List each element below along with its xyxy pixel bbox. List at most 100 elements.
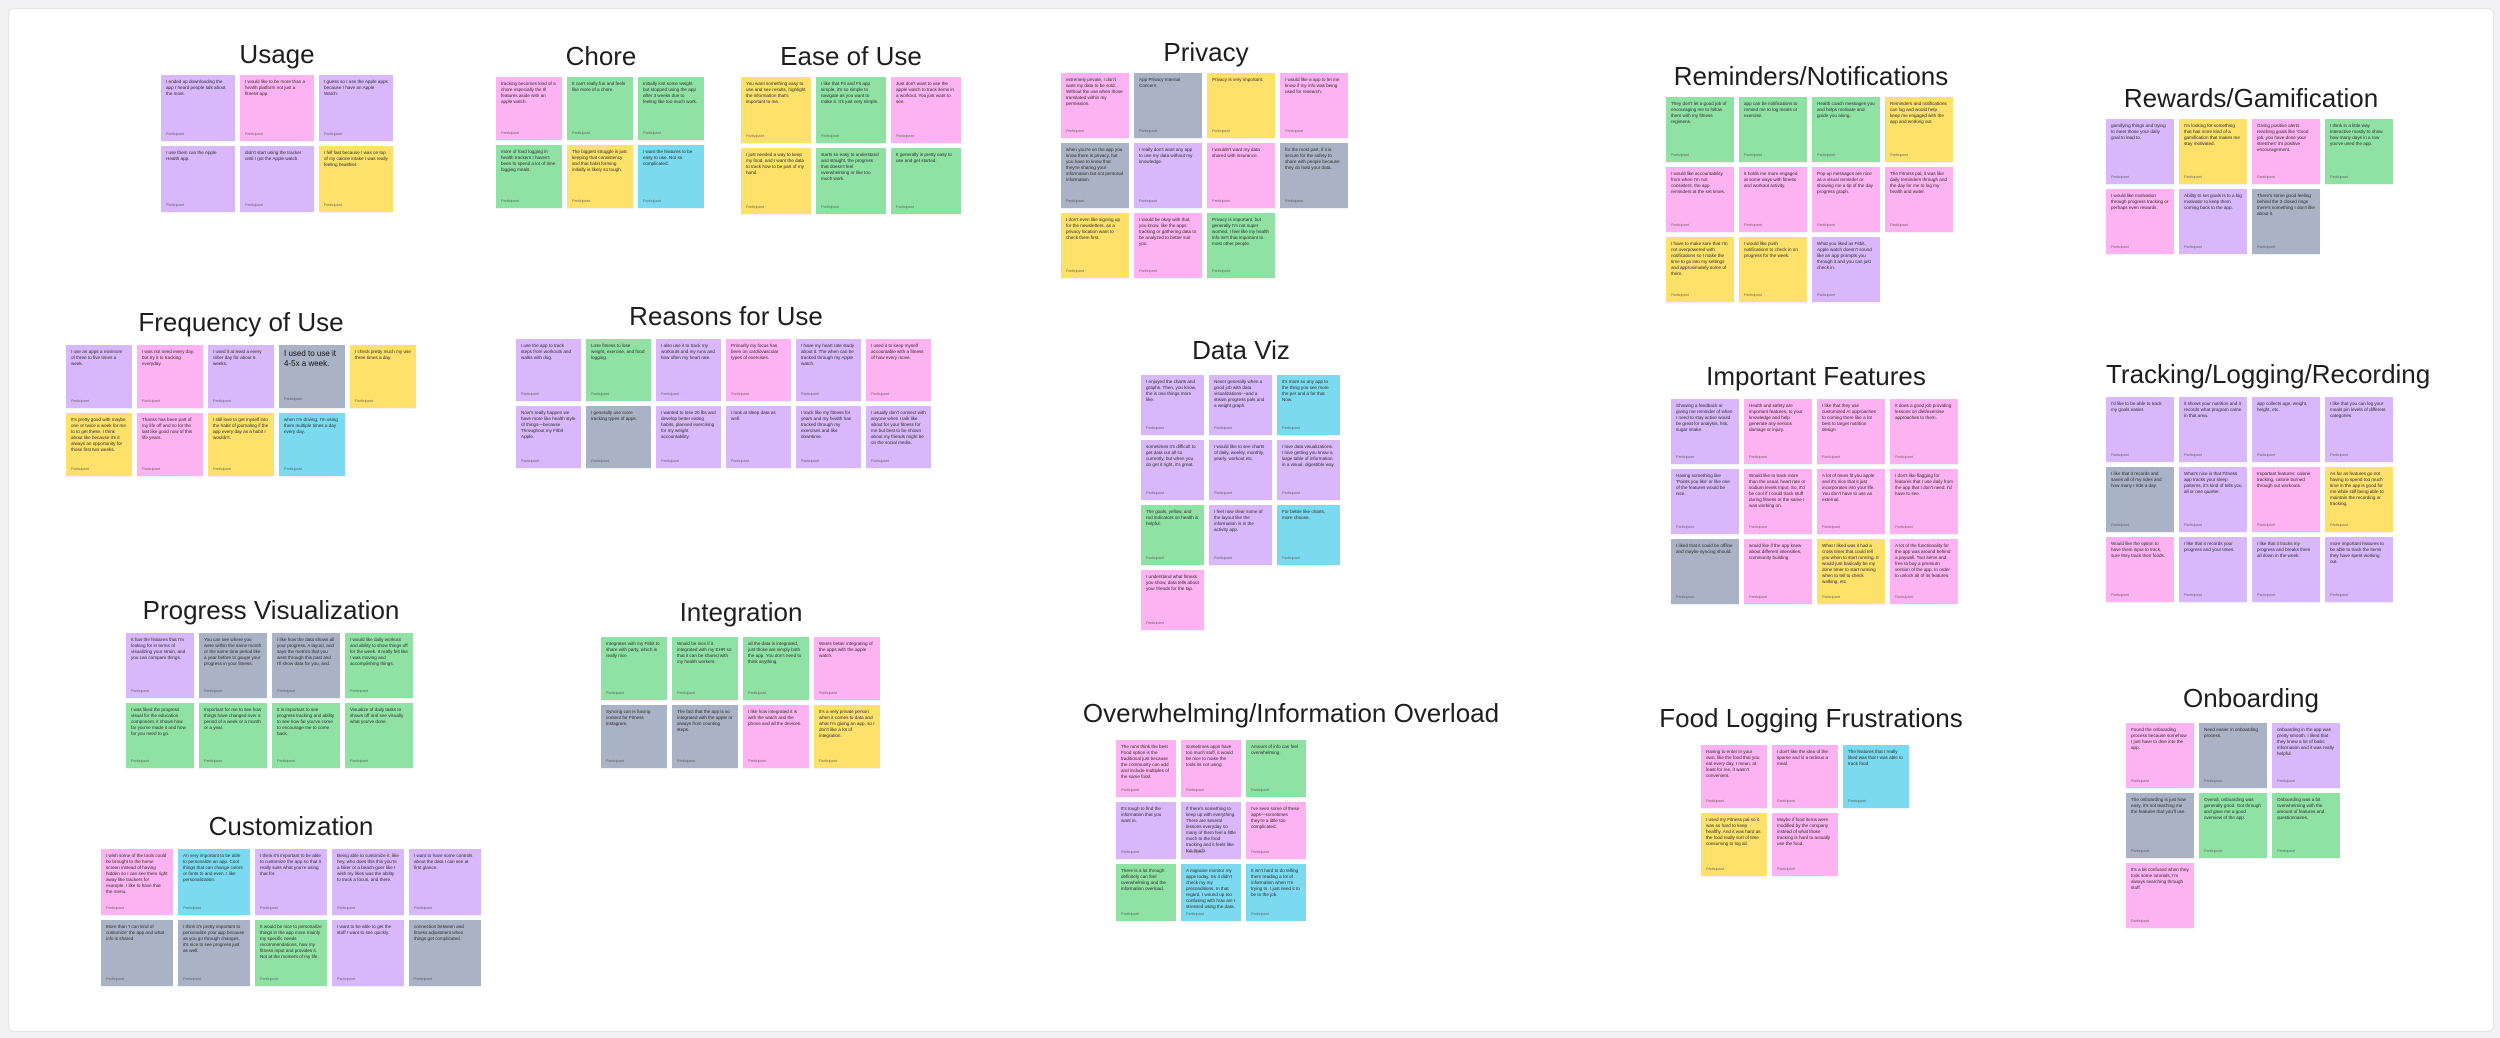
sticky-note[interactable]: Important features: calorie tracking, ca… bbox=[2252, 467, 2320, 532]
sticky-note[interactable]: I understand what fitness you show, data… bbox=[1141, 570, 1204, 630]
cluster-title[interactable]: Frequency of Use bbox=[138, 307, 344, 337]
sticky-note[interactable]: Lose fitness to lose weight, exercise, a… bbox=[586, 339, 651, 401]
sticky-note[interactable]: I like that it records your progress and… bbox=[2179, 537, 2247, 602]
sticky-note[interactable]: I've seen some of these apps—sometimes t… bbox=[1246, 802, 1306, 859]
sticky-note[interactable]: onboarding in the app was pretty smooth.… bbox=[2272, 723, 2340, 788]
sticky-note[interactable]: more important features to be able to tr… bbox=[2325, 537, 2393, 602]
sticky-note[interactable]: Thanks has been part of my life off and … bbox=[137, 413, 203, 476]
sticky-note[interactable]: I don't like the idea of the sparse and … bbox=[1772, 745, 1838, 808]
sticky-note[interactable]: If there's something to keep up with eve… bbox=[1181, 802, 1241, 859]
sticky-note[interactable]: Never generally when a good job with dat… bbox=[1209, 375, 1272, 435]
sticky-note[interactable]: It has the features that I'm looking for… bbox=[126, 633, 194, 698]
sticky-note[interactable]: I feel now clear some of the layout like… bbox=[1209, 505, 1272, 565]
sticky-note[interactable]: I just needed a way to keep my food, and… bbox=[741, 148, 811, 214]
sticky-note[interactable]: I would like motivation through progress… bbox=[2106, 189, 2174, 254]
sticky-note[interactable]: The Fitness pal, it was like daily remin… bbox=[1885, 167, 1953, 232]
sticky-note[interactable]: I used my Fitness pal so it was so hard … bbox=[1701, 813, 1767, 876]
sticky-note[interactable]: Wants better integrating of the apps wit… bbox=[814, 637, 880, 700]
sticky-note[interactable]: Being able to customize it, like hey, wh… bbox=[332, 849, 404, 915]
sticky-note[interactable]: It's a very private person when it comes… bbox=[814, 705, 880, 768]
sticky-note[interactable]: Reminders and notifications can log and … bbox=[1885, 97, 1953, 162]
cluster-title[interactable]: Customization bbox=[208, 811, 374, 841]
sticky-note[interactable]: I would like to be more than a health pl… bbox=[240, 75, 314, 141]
sticky-note[interactable]: There's some good feeling behind the 3 c… bbox=[2252, 189, 2320, 254]
sticky-note[interactable]: Primarily my focus has been on cardiovas… bbox=[726, 339, 791, 401]
sticky-note[interactable]: I want to have some controls about the d… bbox=[409, 849, 481, 915]
sticky-note[interactable]: Visualize of daily tasks to shows off an… bbox=[345, 703, 413, 768]
sticky-note[interactable]: I like that it records and saves all of … bbox=[2106, 467, 2174, 532]
sticky-note[interactable]: I ended up downloading the app I heard p… bbox=[161, 75, 235, 141]
sticky-note[interactable]: for the most part, if it is secure for t… bbox=[1280, 143, 1348, 208]
sticky-note[interactable]: More than 'I can kind of customize' the … bbox=[101, 920, 173, 986]
sticky-note[interactable]: Integrates with my Fitbit to share with … bbox=[601, 637, 667, 700]
sticky-note[interactable]: I check pretty much my use three times a… bbox=[350, 345, 416, 408]
cluster-title[interactable]: Ease of Use bbox=[780, 41, 922, 71]
cluster-title[interactable]: Tracking/Logging/Recording bbox=[2106, 359, 2431, 389]
sticky-note[interactable]: It's tough to find the information that … bbox=[1116, 802, 1176, 859]
sticky-note[interactable]: I have my heart rate study about it. The… bbox=[796, 339, 861, 401]
sticky-note[interactable]: I like that you can log your meals pin l… bbox=[2325, 397, 2393, 462]
sticky-note[interactable]: when I'm driving, I'm using them multipl… bbox=[279, 413, 345, 476]
sticky-note[interactable]: App Privacy Internal Concern. Participant bbox=[1134, 73, 1202, 138]
sticky-note[interactable]: I was not need every day, but try it to … bbox=[137, 345, 203, 408]
sticky-note[interactable]: more of food logging in health trackers … bbox=[496, 145, 562, 208]
sticky-note[interactable]: all the data is integrated, just those a… bbox=[743, 637, 809, 700]
sticky-note[interactable]: Just don't want to use the apple watch t… bbox=[891, 77, 961, 143]
sticky-note[interactable]: I liked that it could be offline and may… bbox=[1671, 539, 1739, 604]
sticky-note[interactable]: I want to be able to get the stuff I wan… bbox=[332, 920, 404, 986]
sticky-note[interactable]: What I liked was it had a cross timer th… bbox=[1817, 539, 1885, 604]
cluster-title[interactable]: Chore bbox=[565, 41, 637, 71]
sticky-note[interactable]: I used it at least a every other day for… bbox=[208, 345, 274, 408]
sticky-note[interactable]: As far as features go not having to spen… bbox=[2325, 467, 2393, 532]
cluster-title[interactable]: Important Features bbox=[1706, 361, 1926, 391]
sticky-note[interactable]: I like that they use customized AI appro… bbox=[1817, 399, 1885, 464]
sticky-note[interactable]: I use an apps a minimum of three to five… bbox=[66, 345, 132, 408]
sticky-note[interactable]: Need easier in onboarding process. Partic… bbox=[2199, 723, 2267, 788]
sticky-note[interactable]: I wouldn't want my data shared with insu… bbox=[1207, 143, 1275, 208]
sticky-note[interactable]: Initially lost some weight but stopped u… bbox=[638, 77, 704, 140]
sticky-note[interactable]: I would like to see charts of daily, wee… bbox=[1209, 440, 1272, 500]
sticky-note[interactable]: A lot of the functionality for the app w… bbox=[1890, 539, 1958, 604]
sticky-note[interactable]: sometimes it's difficult to get data out… bbox=[1141, 440, 1204, 500]
sticky-note[interactable]: Amount of info can feel overwhelming. Par… bbox=[1246, 740, 1306, 797]
sticky-note[interactable]: I like that it tracks my progress and br… bbox=[2252, 537, 2320, 602]
sticky-note[interactable]: I don't even like signing up for the new… bbox=[1061, 213, 1129, 278]
sticky-note[interactable]: Would like the option to have them input… bbox=[2106, 537, 2174, 602]
sticky-note[interactable]: The goals, yellow, and red indicators on… bbox=[1141, 505, 1204, 565]
sticky-note[interactable]: gamifying things and trying to meet thos… bbox=[2106, 119, 2174, 184]
sticky-note[interactable]: I still love to get myself into the habi… bbox=[208, 413, 274, 476]
sticky-note[interactable]: Having something like 'Points you like' … bbox=[1671, 469, 1739, 534]
sticky-note[interactable]: I'd like to be able to track my goals ea… bbox=[2106, 397, 2174, 462]
sticky-note[interactable]: Privacy is important, but generally I'm … bbox=[1207, 213, 1275, 278]
sticky-note[interactable]: Found the onboarding process because som… bbox=[2126, 723, 2194, 788]
sticky-note[interactable]: It would be nice to personalize things i… bbox=[255, 920, 327, 986]
cluster-title[interactable]: Food Logging Frustrations bbox=[1659, 703, 1963, 733]
sticky-note[interactable]: I would like a app to let me know if my … bbox=[1280, 73, 1348, 138]
sticky-note[interactable]: Maybe if food items were modified by the… bbox=[1772, 813, 1838, 876]
sticky-note[interactable]: I used it to keep myself accountable wit… bbox=[866, 339, 931, 401]
sticky-note[interactable]: I track like my fitness for years and my… bbox=[796, 406, 861, 468]
sticky-note[interactable]: I have to make sure that I'm not overpow… bbox=[1666, 237, 1734, 302]
sticky-note[interactable]: They don't let a good job of encouraging… bbox=[1666, 97, 1734, 162]
sticky-note[interactable]: I use the app to track steps from workou… bbox=[516, 339, 581, 401]
sticky-note[interactable]: It is important to see progress tracking… bbox=[272, 703, 340, 768]
sticky-note[interactable]: I think in a little way interactive most… bbox=[2325, 119, 2393, 184]
sticky-note[interactable]: I used to use it 4-5x a week. Participant bbox=[279, 345, 345, 408]
sticky-note[interactable]: The features that I really liked was tha… bbox=[1843, 745, 1909, 808]
sticky-note[interactable]: It can't really fun and feels like more … bbox=[567, 77, 633, 140]
cluster-title[interactable]: Overwhelming/Information Overload bbox=[1082, 698, 1500, 728]
sticky-note[interactable]: The biggest struggle is just keeping tha… bbox=[567, 145, 633, 208]
sticky-note[interactable]: The runs think the best Food option is t… bbox=[1116, 740, 1176, 797]
cluster-title[interactable]: Rewards/Gamification bbox=[2123, 83, 2379, 113]
sticky-note[interactable]: You want something easy to use and see r… bbox=[741, 77, 811, 143]
sticky-note[interactable]: I was liked the progress visual for the … bbox=[126, 703, 194, 768]
sticky-note[interactable]: Important for me to see how things have … bbox=[199, 703, 267, 768]
cluster-title[interactable]: Usage bbox=[239, 39, 315, 69]
sticky-note[interactable]: I like how integrated it is with the wat… bbox=[743, 705, 809, 768]
sticky-note[interactable]: I don't like flagging for features that … bbox=[1890, 469, 1958, 534]
sticky-note[interactable]: It holds me more engaged at some ways wi… bbox=[1739, 167, 1807, 232]
sticky-note[interactable]: For better like charts, more choose. Part… bbox=[1277, 505, 1340, 565]
sticky-note[interactable]: Now's really happen we have more like he… bbox=[516, 406, 581, 468]
sticky-note[interactable]: I also use it to track my workouts and m… bbox=[656, 339, 721, 401]
sticky-note[interactable]: connection between and fitness adjustmen… bbox=[409, 920, 481, 986]
